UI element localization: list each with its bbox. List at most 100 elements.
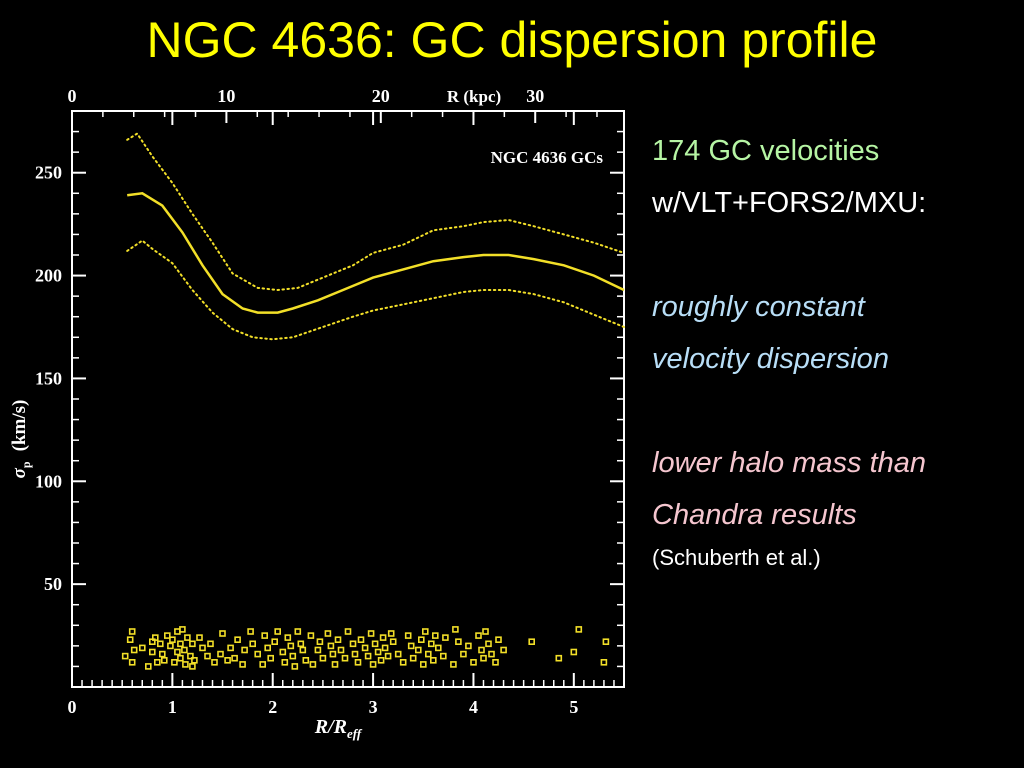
gc-point [309,661,317,668]
gc-point [389,638,397,646]
top-tick-label: 20 [372,86,390,106]
gc-point [329,650,337,658]
gc-point [371,640,379,648]
gc-point [284,634,292,641]
gc-point [307,632,315,639]
gc-point [174,648,181,656]
gc-point [429,656,437,664]
gc-point [291,663,299,670]
y-tick-label: 200 [35,266,62,286]
gc-point [500,646,507,654]
y-axis-label-units: (km/s) [9,400,30,452]
gc-point [419,661,427,668]
gc-point [528,638,536,646]
chart-annotation: NGC 4636 GCs [491,148,604,167]
slide-title: NGC 4636: GC dispersion profile [146,12,878,68]
gc-point [324,630,332,637]
gc-point [485,640,492,648]
gc-point [364,652,372,660]
gc-point [374,648,382,656]
gc-point [377,656,385,664]
y-tick-label: 50 [44,574,62,594]
gc-point [189,640,196,648]
gc-point [294,628,302,635]
top-axis-label: R (kpc) [447,87,501,106]
gc-point [199,644,206,652]
gc-point [492,658,499,666]
gc-point [179,626,186,633]
plot-frame [71,110,625,688]
dispersion-error-band-1 [126,132,625,292]
gc-point [264,644,272,652]
x-axis-label-sub: eff [347,726,363,741]
side-notes: 174 GC velocities w/VLT+FORS2/MXU: rough… [652,125,1022,575]
gc-point [349,640,357,648]
gc-point [177,654,184,662]
note-roughly-constant: roughly constant [652,291,865,323]
gc-point [239,661,246,668]
gc-point [475,632,482,639]
gc-point [196,634,203,641]
gc-point [161,656,168,664]
gc-point [261,632,269,639]
gc-point [207,640,214,648]
gc-point [189,663,196,670]
x-tick-label: 1 [168,697,177,717]
gc-point [570,648,578,656]
x-tick-label: 0 [68,697,77,717]
gc-point [169,636,176,644]
gc-point [167,642,174,650]
gc-point [177,640,184,648]
gc-point [219,630,226,637]
gc-point [130,646,138,654]
gc-point [182,661,189,668]
x-axis-label: R/Reff [314,716,363,741]
gc-point [341,654,349,662]
gc-point [354,658,362,666]
gc-point [211,658,218,666]
gc-point [452,626,459,633]
gc-point [334,636,342,644]
gc-point [478,646,485,654]
gc-point [271,638,279,646]
gc-point [164,632,171,639]
gc-point [181,646,188,654]
gc-point [337,646,345,654]
gc-point [344,628,352,635]
gc-point [267,654,275,662]
gc-point [152,634,159,641]
gc-point [316,638,324,646]
gc-point [465,642,472,650]
gc-point [281,658,289,666]
gc-point [249,640,256,648]
x-tick-label: 4 [469,697,478,717]
gc-point [351,650,359,658]
gc-point [279,648,287,656]
gc-point [254,650,261,658]
gc-point [149,648,156,656]
top-tick-label: 30 [526,86,544,106]
gc-point [184,634,191,641]
gc-point [128,658,136,666]
gc-point [302,656,310,664]
gc-point [327,642,335,650]
gc-point [227,644,234,652]
gc-point [575,626,583,633]
y-axis-label: σp (km/s) [9,400,33,479]
gc-point [379,634,387,641]
gc-point [414,646,422,654]
top-tick-label: 0 [68,86,77,106]
gc-point [495,636,502,644]
points-layer [121,626,610,670]
gc-point [460,650,467,658]
gc-point [187,652,194,660]
note-velocity-dispersion: velocity dispersion [652,343,889,375]
gc-point [399,658,407,666]
gc-point [128,628,136,635]
top-tick-label: 10 [217,86,235,106]
note-instrument: w/VLT+FORS2/MXU: [652,187,927,219]
gc-point [555,654,563,662]
gc-point [217,650,224,658]
